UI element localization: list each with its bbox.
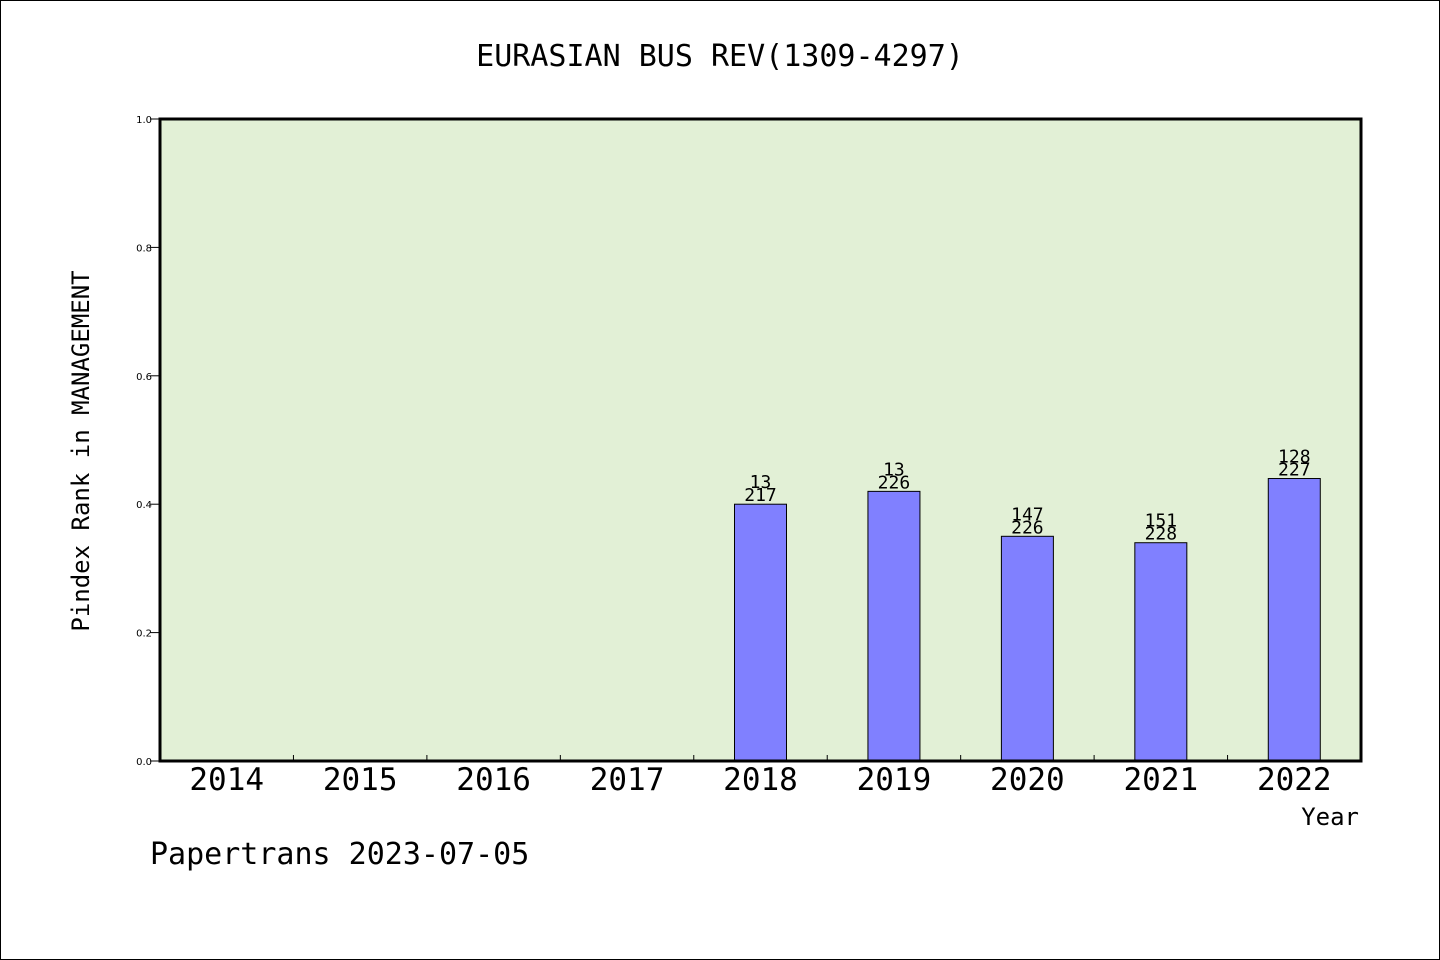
x-axis-label: Year <box>1301 803 1359 831</box>
bar-2019 <box>867 490 921 762</box>
x-tick-label: 2019 <box>857 762 932 798</box>
plot-border <box>158 117 1363 763</box>
bar-label-bottom: 227 <box>1278 460 1311 481</box>
bar-2021 <box>1134 542 1188 762</box>
y-tick-label: 0.6 <box>136 372 152 383</box>
x-tick-label: 2014 <box>189 762 264 798</box>
bar-2022 <box>1267 478 1321 762</box>
x-axis: 2014 2015 2016 2017 2018 2019 2020 2021 2022 <box>189 755 1332 798</box>
bars-layer <box>734 478 1321 762</box>
x-tick-label: 2022 <box>1257 762 1332 798</box>
bar-label-top: 151 <box>1145 511 1178 532</box>
y-tick-label: 0.0 <box>136 757 152 768</box>
bar-label-top: 147 <box>1011 504 1044 525</box>
y-tick-label: 0.8 <box>136 243 152 254</box>
bar-label-bottom: 217 <box>744 485 777 506</box>
x-tick-label: 2017 <box>590 762 665 798</box>
bar-label-bottom: 228 <box>1145 524 1178 545</box>
x-tick-label: 2016 <box>456 762 531 798</box>
y-tick-label: 1.0 <box>136 115 152 126</box>
y-axis-label: Pindex Rank in MANAGEMENT <box>67 270 95 631</box>
y-tick-label: 0.2 <box>136 629 152 640</box>
bar-label-bottom: 226 <box>1011 517 1044 538</box>
bar-2018 <box>734 503 787 762</box>
x-tick-label: 2020 <box>990 762 1065 798</box>
x-tick-label: 2018 <box>723 762 798 798</box>
y-axis: 0.0 0.2 0.4 0.6 0.8 1.0 <box>136 115 160 768</box>
bar-label-top: 13 <box>750 472 772 493</box>
bar-label-top: 13 <box>883 459 905 480</box>
x-tick-label: 2015 <box>323 762 398 798</box>
bar-label-top: 128 <box>1278 447 1311 468</box>
y-tick-label: 0.4 <box>136 500 152 511</box>
bar-2020 <box>1000 535 1054 762</box>
bar-label-bottom: 226 <box>878 472 911 493</box>
chart-title: EURASIAN BUS REV(1309-4297) <box>476 39 964 74</box>
x-tick-label: 2021 <box>1124 762 1199 798</box>
footer-text: Papertrans 2023-07-05 <box>150 837 529 872</box>
